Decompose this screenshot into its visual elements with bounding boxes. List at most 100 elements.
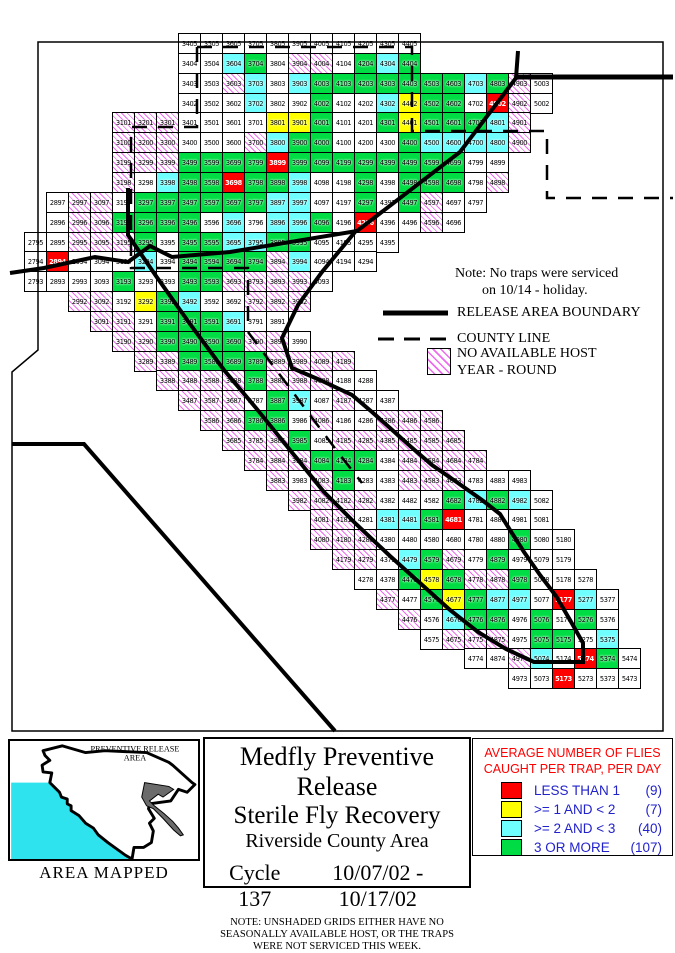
grid-cell: 3693 xyxy=(222,271,245,292)
grid-cell: 5002 xyxy=(530,93,553,114)
grid-cell: 3996 xyxy=(288,212,311,233)
grid-cell-number: 3588 xyxy=(203,376,220,385)
grid-cell-number: 3799 xyxy=(247,158,264,167)
grid-cell: 3990 xyxy=(288,331,311,352)
grid-cell: 3899 xyxy=(266,152,289,173)
grid-cell: 4880 xyxy=(486,529,509,550)
grid-cell-number: 4697 xyxy=(445,198,462,207)
grid-cell-number: 4579 xyxy=(423,555,440,564)
grid-cell-number: 2793 xyxy=(27,277,44,286)
grid-cell: 4498 xyxy=(398,172,421,193)
grid-cell-number: 4903 xyxy=(511,79,528,88)
grid-cell: 4879 xyxy=(486,549,509,570)
grid-cell: 4683 xyxy=(442,470,465,491)
grid-cell-number: 3294 xyxy=(137,257,154,266)
grid-cell-number: 3694 xyxy=(225,257,242,266)
grid-cell-number: 3704 xyxy=(247,59,264,68)
grid-cell-number: 3785 xyxy=(247,436,264,445)
grid-cell: 4284 xyxy=(354,450,377,471)
grid-cell: 3092 xyxy=(90,291,113,312)
grid-cell: 5275 xyxy=(574,629,597,650)
grid-cell-number: 4898 xyxy=(489,178,506,187)
grid-cell: 3903 xyxy=(288,73,311,94)
grid-cell: 4973 xyxy=(508,668,531,689)
grid-cell: 3697 xyxy=(222,192,245,213)
grid-cell-number: 3790 xyxy=(247,337,264,346)
grid-cell: 3794 xyxy=(244,251,267,272)
no-host-swatch xyxy=(427,348,451,375)
grid-cell-number: 3789 xyxy=(247,357,264,366)
grid-cell-number: 5003 xyxy=(533,79,550,88)
grid-cell-number: 5175 xyxy=(555,635,572,644)
grid-cell-number: 5080 xyxy=(533,535,550,544)
grid-cell: 3400 xyxy=(178,132,201,153)
grid-cell: 3687 xyxy=(222,390,245,411)
grid-cell-number: 3197 xyxy=(115,198,132,207)
grid-cell: 3297 xyxy=(134,192,157,213)
grid-cell: 4189 xyxy=(332,351,355,372)
grid-cell-number: 4205 xyxy=(357,39,374,48)
grid-cell-number: 3402 xyxy=(181,99,198,108)
grid-cell: 3793 xyxy=(244,271,267,292)
grid-cell: 3591 xyxy=(200,311,223,332)
grid-cell-number: 3394 xyxy=(159,257,176,266)
grid-cell-number: 3989 xyxy=(291,357,308,366)
grid-cell-number: 3594 xyxy=(203,257,220,266)
grid-cell: 3686 xyxy=(222,410,245,431)
grid-cell-number: 4598 xyxy=(423,178,440,187)
grid-cell: 4878 xyxy=(486,569,509,590)
grid-cell-number: 3885 xyxy=(269,436,286,445)
grid-cell: 5173 xyxy=(552,668,575,689)
grid-cell-number: 4696 xyxy=(445,218,462,227)
grid-cell: 4586 xyxy=(420,410,443,431)
grid-cell: 5078 xyxy=(530,569,553,590)
grid-cell-number: 3691 xyxy=(225,317,242,326)
grid-cell: 2997 xyxy=(68,192,91,213)
grid-cell: 4902 xyxy=(508,93,531,114)
grid-cell-number: 4385 xyxy=(379,436,396,445)
grid-cell: 2795 xyxy=(24,232,47,253)
grid-cell-number: 3491 xyxy=(181,317,198,326)
grid-cell: 3700 xyxy=(244,132,267,153)
grid-cell: 4378 xyxy=(376,569,399,590)
grid-cell: 4696 xyxy=(442,212,465,233)
grid-cell-number: 3300 xyxy=(159,138,176,147)
grid-cell-number: 4284 xyxy=(357,456,374,465)
grid-cell: 4387 xyxy=(376,390,399,411)
grid-cell: 4082 xyxy=(310,490,333,511)
grid-cell-number: 4098 xyxy=(313,178,330,187)
grid-cell-number: 2795 xyxy=(27,238,44,247)
grid-cell-number: 4599 xyxy=(423,158,440,167)
grid-cell: 4580 xyxy=(420,529,443,550)
grid-cell: 4403 xyxy=(398,73,421,94)
grid-cell-number: 4878 xyxy=(489,575,506,584)
grid-cell: 4395 xyxy=(376,232,399,253)
grid-cell-number: 3401 xyxy=(181,118,198,127)
grid-cell-number: 3290 xyxy=(137,337,154,346)
grid-cell-number: 3886 xyxy=(269,416,286,425)
grid-cell: 4803 xyxy=(486,73,509,94)
grid-cell: 4093 xyxy=(310,271,333,292)
grid-cell: 3694 xyxy=(222,251,245,272)
grid-cell: 3891 xyxy=(266,311,289,332)
grid-cell: 4496 xyxy=(398,212,421,233)
grid-cell: 4182 xyxy=(332,490,355,511)
area-mapped-inset: PREVENTIVE RELEASE AREA xyxy=(8,739,200,861)
grid-cell-number: 3604 xyxy=(225,59,242,68)
grid-cell: 4198 xyxy=(332,172,355,193)
grid-cell-number: 4799 xyxy=(467,158,484,167)
grid-cell: 3293 xyxy=(134,271,157,292)
grid-cell: 4001 xyxy=(310,112,333,133)
grid-cell: 4781 xyxy=(464,509,487,530)
grid-cell: 3095 xyxy=(90,232,113,253)
grid-cell-number: 4603 xyxy=(445,79,462,88)
grid-cell-number: 4699 xyxy=(445,158,462,167)
grid-cell: 4975 xyxy=(508,629,531,650)
grid-cell: 5473 xyxy=(618,668,641,689)
grid-cell: 4875 xyxy=(486,629,509,650)
grid-cell-number: 4798 xyxy=(467,178,484,187)
grid-cell-number: 4303 xyxy=(379,79,396,88)
grid-cell: 4288 xyxy=(354,370,377,391)
grid-cell-number: 4096 xyxy=(313,218,330,227)
grid-cell: 4083 xyxy=(310,470,333,491)
